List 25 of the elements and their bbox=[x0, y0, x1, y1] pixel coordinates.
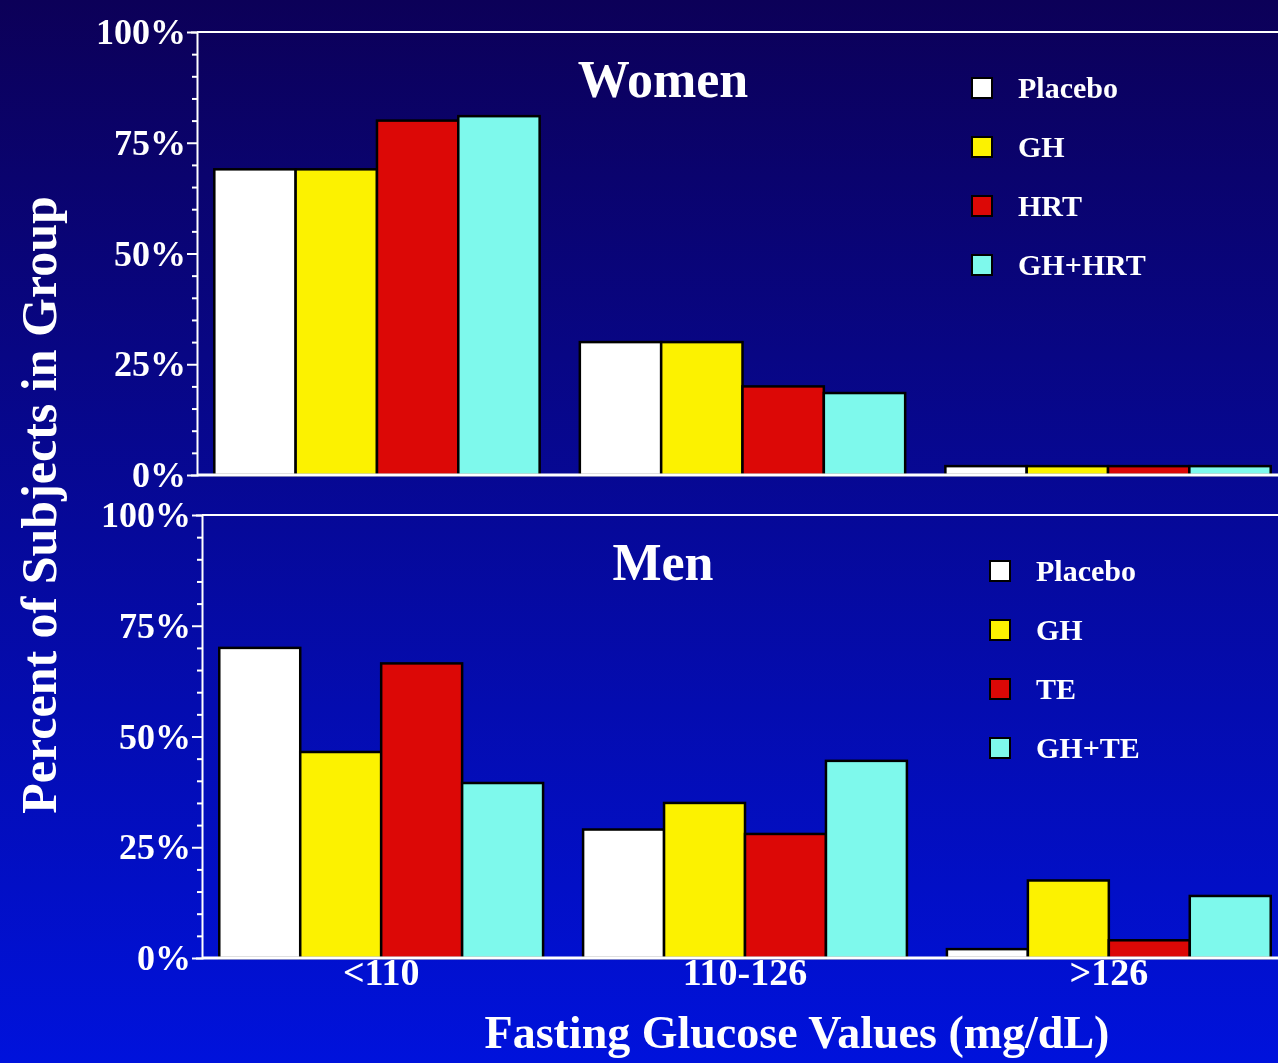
y-tick-label: 75% bbox=[114, 122, 186, 163]
y-tick-label: 100% bbox=[96, 12, 186, 53]
chart-title: Women bbox=[577, 51, 749, 108]
legend-label: GH bbox=[1018, 130, 1065, 163]
y-tick-label: 50% bbox=[119, 716, 191, 757]
x-tick-label: <110 bbox=[342, 951, 420, 993]
legend-label: GH+TE bbox=[1036, 731, 1140, 764]
legend-label: HRT bbox=[1018, 189, 1082, 222]
chart-title: Men bbox=[612, 534, 714, 591]
legend-label: GH+HRT bbox=[1018, 248, 1146, 281]
y-tick-label: 100% bbox=[101, 495, 191, 536]
x-tick-label: 110-126 bbox=[682, 951, 808, 993]
legend-label: TE bbox=[1036, 672, 1077, 705]
y-tick-label: 0% bbox=[137, 938, 191, 979]
legend-label: GH bbox=[1036, 613, 1083, 646]
y-tick-label: 25% bbox=[114, 344, 186, 385]
legend-label: Placebo bbox=[1036, 554, 1136, 587]
y-tick-label: 50% bbox=[114, 233, 186, 274]
y-tick-label: 0% bbox=[132, 455, 186, 496]
x-tick-label: >126 bbox=[1069, 951, 1149, 993]
legend-label: Placebo bbox=[1018, 71, 1118, 104]
y-tick-label: 25% bbox=[119, 827, 191, 868]
y-tick-label: 75% bbox=[119, 605, 191, 646]
x-axis-title: Fasting Glucose Values (mg/dL) bbox=[484, 1007, 1110, 1058]
y-axis-title: Percent of Subjects in Group bbox=[11, 196, 67, 814]
